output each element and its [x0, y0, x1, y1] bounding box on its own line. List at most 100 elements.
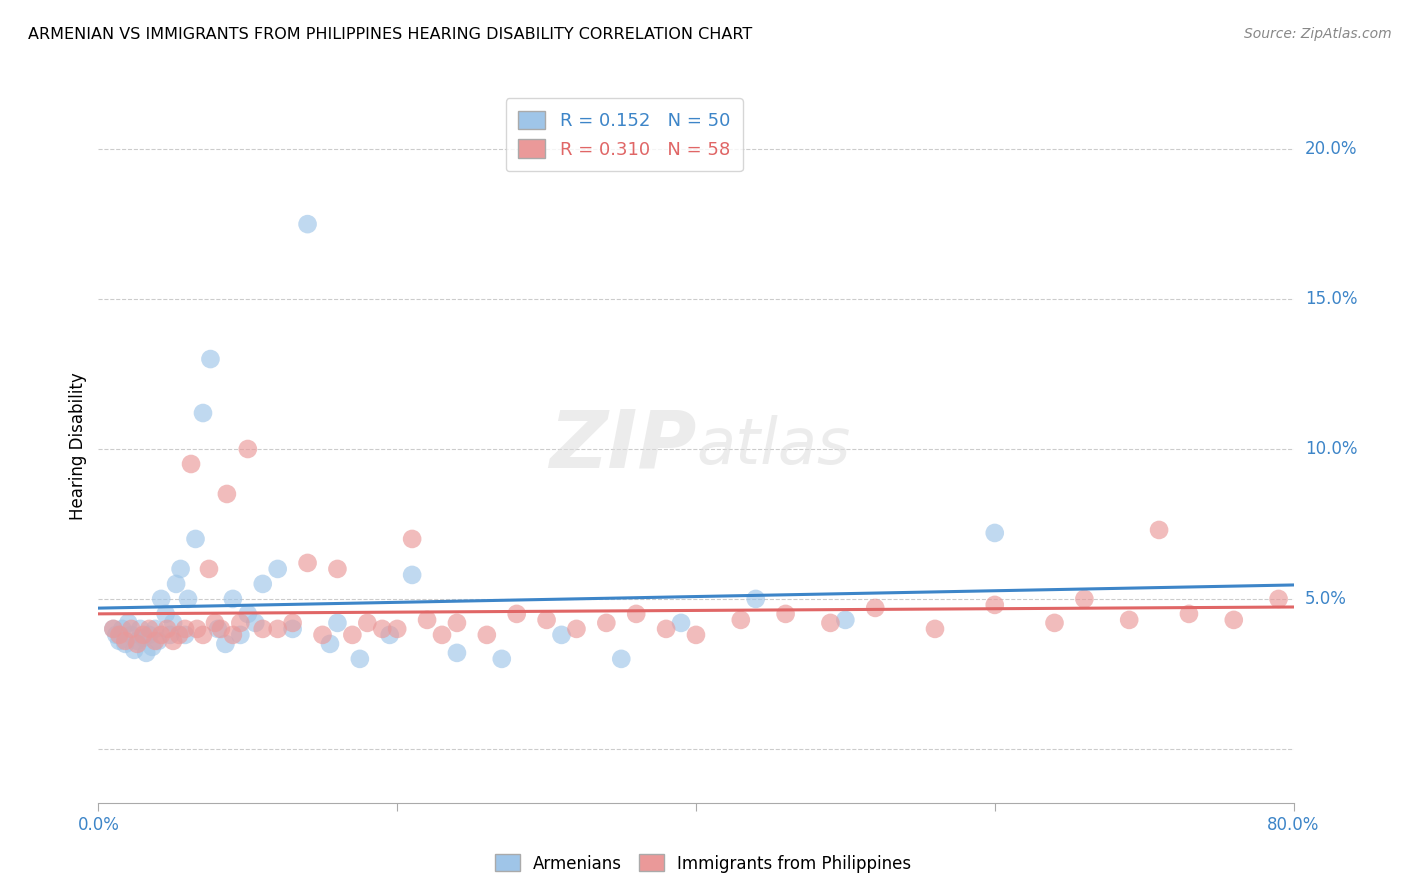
- Point: [169, 562, 191, 576]
- Text: atlas: atlas: [696, 415, 851, 477]
- Point: [378, 628, 401, 642]
- Point: [108, 633, 131, 648]
- Point: [135, 646, 157, 660]
- Point: [191, 406, 214, 420]
- Point: [820, 615, 842, 630]
- Point: [159, 628, 181, 642]
- Text: Source: ZipAtlas.com: Source: ZipAtlas.com: [1244, 27, 1392, 41]
- Point: [186, 622, 208, 636]
- Point: [342, 628, 364, 642]
- Point: [198, 562, 221, 576]
- Point: [297, 217, 319, 231]
- Point: [610, 652, 633, 666]
- Point: [150, 628, 173, 642]
- Text: 20.0%: 20.0%: [1305, 140, 1357, 158]
- Point: [506, 607, 529, 621]
- Point: [834, 613, 856, 627]
- Point: [245, 615, 267, 630]
- Point: [214, 637, 236, 651]
- Text: 10.0%: 10.0%: [1305, 440, 1357, 458]
- Point: [167, 628, 190, 642]
- Point: [281, 622, 304, 636]
- Point: [114, 633, 136, 648]
- Point: [1043, 615, 1066, 630]
- Point: [267, 562, 290, 576]
- Point: [865, 601, 887, 615]
- Point: [105, 628, 128, 642]
- Point: [385, 622, 409, 636]
- Point: [180, 457, 202, 471]
- Point: [124, 643, 146, 657]
- Point: [143, 633, 166, 648]
- Point: [120, 622, 142, 636]
- Point: [730, 613, 752, 627]
- Point: [430, 628, 453, 642]
- Point: [252, 577, 274, 591]
- Point: [297, 556, 319, 570]
- Point: [204, 615, 226, 630]
- Point: [446, 646, 468, 660]
- Point: [200, 352, 222, 367]
- Point: [150, 591, 173, 606]
- Point: [356, 615, 378, 630]
- Point: [267, 622, 290, 636]
- Point: [401, 568, 423, 582]
- Point: [1073, 591, 1095, 606]
- Point: [138, 622, 160, 636]
- Point: [103, 622, 125, 636]
- Point: [155, 607, 177, 621]
- Point: [236, 442, 259, 456]
- Point: [191, 628, 214, 642]
- Point: [685, 628, 707, 642]
- Point: [177, 591, 200, 606]
- Point: [281, 615, 304, 630]
- Point: [655, 622, 678, 636]
- Point: [416, 613, 439, 627]
- Text: ZIP: ZIP: [548, 407, 696, 485]
- Point: [148, 633, 170, 648]
- Point: [229, 628, 252, 642]
- Point: [775, 607, 797, 621]
- Point: [132, 631, 155, 645]
- Point: [475, 628, 498, 642]
- Point: [103, 622, 125, 636]
- Point: [401, 532, 423, 546]
- Point: [165, 577, 187, 591]
- Y-axis label: Hearing Disability: Hearing Disability: [69, 372, 87, 520]
- Point: [1118, 613, 1140, 627]
- Point: [745, 591, 768, 606]
- Point: [108, 628, 131, 642]
- Point: [184, 532, 207, 546]
- Point: [117, 615, 139, 630]
- Legend: Armenians, Immigrants from Philippines: Armenians, Immigrants from Philippines: [488, 847, 918, 880]
- Point: [222, 628, 245, 642]
- Point: [174, 622, 197, 636]
- Point: [311, 628, 333, 642]
- Point: [229, 615, 252, 630]
- Point: [669, 615, 692, 630]
- Point: [319, 637, 342, 651]
- Point: [207, 622, 229, 636]
- Point: [1223, 613, 1246, 627]
- Point: [326, 615, 349, 630]
- Text: 5.0%: 5.0%: [1305, 590, 1347, 608]
- Point: [349, 652, 371, 666]
- Point: [326, 562, 349, 576]
- Point: [174, 628, 197, 642]
- Point: [120, 628, 142, 642]
- Point: [162, 633, 184, 648]
- Point: [132, 628, 155, 642]
- Point: [127, 633, 149, 648]
- Point: [156, 622, 179, 636]
- Point: [222, 591, 245, 606]
- Point: [491, 652, 513, 666]
- Point: [1267, 591, 1289, 606]
- Text: ARMENIAN VS IMMIGRANTS FROM PHILIPPINES HEARING DISABILITY CORRELATION CHART: ARMENIAN VS IMMIGRANTS FROM PHILIPPINES …: [28, 27, 752, 42]
- Text: 15.0%: 15.0%: [1305, 290, 1357, 308]
- Point: [371, 622, 394, 636]
- Point: [252, 622, 274, 636]
- Point: [550, 628, 572, 642]
- Point: [162, 615, 184, 630]
- Point: [983, 525, 1005, 540]
- Point: [983, 598, 1005, 612]
